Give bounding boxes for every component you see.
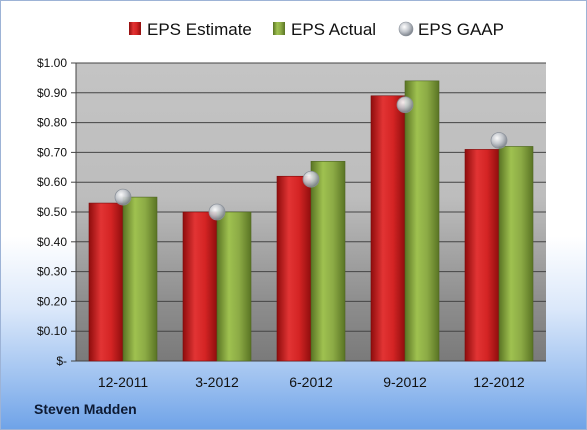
bar-eps-estimate [182, 211, 218, 362]
gaap-marker [396, 96, 414, 114]
legend-swatch-eps-gaap [398, 21, 414, 37]
legend-swatch-eps-actual [273, 22, 285, 35]
bar-eps-actual [216, 211, 252, 362]
y-tick-label: $0.90 [37, 86, 67, 100]
gaap-marker [208, 203, 226, 221]
legend-label-eps-actual: EPS Actual [291, 20, 376, 39]
bar-eps-actual [122, 196, 158, 362]
x-tick-label: 6-2012 [289, 374, 333, 390]
bar-eps-actual [498, 146, 534, 362]
legend-label-eps-estimate: EPS Estimate [147, 20, 252, 39]
x-tick-label: 12-2012 [473, 374, 525, 390]
y-tick-label: $0.20 [37, 294, 67, 308]
bar-eps-estimate [370, 95, 406, 362]
bar-eps-estimate [88, 202, 124, 362]
legend-swatch-eps-estimate [129, 22, 141, 35]
y-tick-label: $0.10 [37, 324, 67, 338]
gaap-marker [114, 188, 132, 206]
y-tick-label: $1.00 [37, 56, 67, 70]
bar-eps-estimate [464, 149, 500, 362]
bar-eps-actual [310, 161, 346, 362]
y-tick-label: $0.70 [37, 145, 67, 159]
x-tick-label: 3-2012 [195, 374, 239, 390]
y-tick-label: $0.50 [37, 205, 67, 219]
y-tick-label: $- [56, 354, 67, 368]
y-tick-label: $0.40 [37, 235, 67, 249]
legend-label-eps-gaap: EPS GAAP [418, 20, 504, 39]
x-tick-label: 12-2011 [98, 374, 149, 390]
x-tick-label: 9-2012 [383, 374, 427, 390]
y-tick-label: $0.80 [37, 116, 67, 130]
bar-eps-estimate [276, 175, 312, 362]
company-name: Steven Madden [34, 401, 137, 417]
legend: EPS Estimate EPS Actual EPS GAAP [129, 20, 504, 39]
y-tick-label: $0.30 [37, 265, 67, 279]
y-tick-label: $0.60 [37, 175, 67, 189]
gaap-marker [490, 132, 508, 149]
bar-eps-actual [404, 80, 440, 362]
gaap-marker [302, 170, 320, 188]
